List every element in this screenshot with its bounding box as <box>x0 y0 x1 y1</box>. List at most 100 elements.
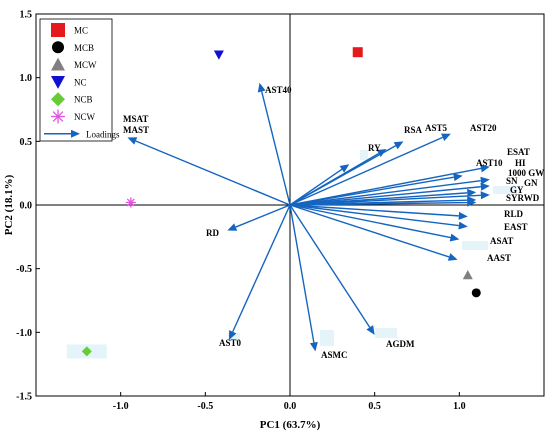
loading-arrowhead-ast0 <box>229 330 237 340</box>
loading-label-rsa: RSA <box>404 125 423 135</box>
legend-label-ncb: NCB <box>74 95 93 105</box>
label-highlight <box>360 150 368 160</box>
legend-label-loadings: Loadings <box>86 129 120 139</box>
loading-label-agdm: AGDM <box>386 339 415 349</box>
label-highlight <box>375 328 397 338</box>
y-tick-label: -1.5 <box>16 392 32 403</box>
x-axis-title: PC1 (63.7%) <box>260 419 321 431</box>
legend-marker-mcw <box>51 57 65 71</box>
loading-arrowhead-east <box>458 221 468 230</box>
legend-label-mcb: MCB <box>74 43 94 53</box>
loading-label-gy: GY <box>510 185 524 195</box>
legend-marker-loadings <box>44 129 80 138</box>
loading-label-mast: MAST <box>123 125 149 135</box>
loading-arrowhead-rld <box>458 211 468 220</box>
loading-label-rd: RD <box>206 228 219 238</box>
loading-label-gn: GN <box>524 178 538 188</box>
loading-arrowhead-msat <box>127 137 138 145</box>
legend-marker-nc <box>51 75 65 89</box>
loading-label-ast40: AST40 <box>265 85 292 95</box>
loading-label-ry: RY <box>368 143 381 153</box>
loading-arrowhead-ast10 <box>453 173 463 182</box>
legend: MC MCB MCW NC NCB NCW Loadings <box>39 18 120 142</box>
loading-label-asat: ASAT <box>490 236 513 246</box>
y-axis-ticks: 1.5 1.0 0.5 0.0 -0.5 -1.0 -1.5 <box>16 10 40 403</box>
score-point-mc <box>352 47 363 58</box>
loading-arrow-gn <box>289 194 481 206</box>
loading-label-asmc: ASMC <box>321 350 348 360</box>
y-tick-label: 0.0 <box>20 201 33 212</box>
loading-label-sn: SN <box>506 176 518 186</box>
label-highlights <box>228 150 517 346</box>
loading-arrow-aast <box>289 204 450 258</box>
loading-label-esat: ESAT <box>507 147 530 157</box>
loading-arrow-asmc <box>289 204 315 343</box>
score-point-ncw <box>125 197 136 208</box>
y-tick-label: 1.5 <box>20 10 33 21</box>
loading-vectors <box>127 82 490 352</box>
label-highlight <box>320 330 334 346</box>
loading-label-ast0: AST0 <box>219 338 242 348</box>
loading-arrow-syrwd <box>289 201 468 206</box>
loading-arrow-ast20 <box>289 136 443 206</box>
loading-arrow-east <box>289 204 459 227</box>
loading-arrowhead-gn <box>480 191 490 200</box>
score-point-mcw <box>462 270 473 280</box>
x-tick-label: 1.0 <box>453 401 466 412</box>
x-tick-label: 0.0 <box>284 401 297 412</box>
y-tick-label: -0.5 <box>16 264 32 275</box>
loading-arrow-hi <box>289 179 481 206</box>
loading-arrow-rd <box>235 204 291 228</box>
y-axis-title: PC2 (18.1%) <box>3 174 15 235</box>
loading-label-ast20: AST20 <box>470 123 497 133</box>
loading-arrow-msat <box>135 140 291 206</box>
loading-label-ast5: AST5 <box>425 123 448 133</box>
x-axis-ticks: -1.0 -0.5 0.0 0.5 1.0 <box>113 392 466 412</box>
legend-marker-mcb <box>52 41 64 54</box>
loading-arrowhead-aast <box>447 253 458 261</box>
legend-box <box>39 18 113 142</box>
loading-label-syrwd: SYRWD <box>506 193 540 203</box>
y-tick-label: -1.0 <box>16 328 32 339</box>
loading-label-msat: MSAT <box>123 114 148 124</box>
legend-marker-ncb <box>51 92 65 107</box>
label-highlight <box>228 333 240 341</box>
loading-arrowhead-sn <box>467 188 477 197</box>
loading-arrowhead-rd <box>227 223 238 231</box>
loading-label-aast: AAST <box>487 253 511 263</box>
legend-label-nc: NC <box>74 77 87 87</box>
legend-marker-mc <box>51 23 65 37</box>
loading-label-ast10: AST10 <box>476 158 503 168</box>
score-point-nc <box>213 50 224 60</box>
loading-arrowhead-ry <box>339 164 350 173</box>
loading-arrow-rld <box>289 204 459 217</box>
loading-arrow-ast10 <box>289 176 454 206</box>
loading-arrowhead-ast20 <box>441 133 451 141</box>
loading-arrowhead-ast5 <box>393 141 404 150</box>
y-tick-label: 1.0 <box>20 73 33 84</box>
score-point-ncb <box>81 346 92 357</box>
loading-arrowhead-syrwd <box>467 198 477 207</box>
legend-label-ncw: NCW <box>74 112 96 122</box>
legend-marker-ncw <box>51 109 65 124</box>
loading-arrow-ast5 <box>289 145 396 206</box>
loading-arrow-ast0 <box>232 204 291 333</box>
loading-arrowhead-esat <box>480 164 490 173</box>
loading-arrowhead-asmc <box>309 341 318 352</box>
legend-label-mc: MC <box>74 26 88 36</box>
loading-label-hi: HI <box>515 158 526 168</box>
y-tick-label: 0.5 <box>20 137 33 148</box>
loading-arrowhead-hi <box>480 176 490 185</box>
label-highlight <box>493 186 517 194</box>
loading-arrow-1000-gw <box>289 186 481 206</box>
legend-label-mcw: MCW <box>74 60 97 70</box>
x-tick-label: -1.0 <box>113 401 129 412</box>
loading-label-east: EAST <box>504 222 528 232</box>
score-point-mcb <box>471 288 481 298</box>
loading-arrowhead-asat <box>449 233 460 242</box>
loading-arrow-ast40 <box>261 91 291 206</box>
loading-arrow-asat <box>289 204 451 239</box>
score-points <box>66 47 481 359</box>
loading-arrow-ry <box>289 168 343 206</box>
